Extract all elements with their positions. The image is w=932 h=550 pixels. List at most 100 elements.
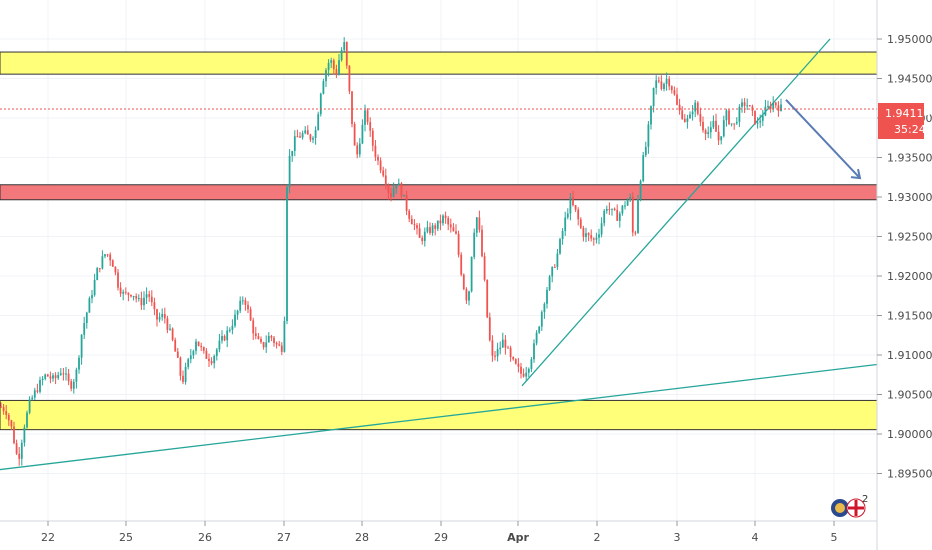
candle <box>192 349 195 359</box>
candle <box>59 368 62 376</box>
candle-body <box>504 339 507 348</box>
candle <box>598 228 600 245</box>
candle <box>730 123 733 127</box>
candle-body <box>91 295 93 299</box>
candle-body <box>629 197 632 201</box>
candle <box>496 342 499 362</box>
candle-body <box>540 312 543 327</box>
candle-body <box>772 102 775 109</box>
price-axis[interactable]: 1.950001.945001.940001.935001.930001.925… <box>877 33 932 481</box>
candle <box>143 291 145 310</box>
candle-body <box>184 366 187 382</box>
candle-body <box>647 124 650 147</box>
candle <box>218 333 221 353</box>
candle <box>694 99 697 118</box>
candle <box>7 412 10 426</box>
candle-body <box>696 102 699 114</box>
candle-body <box>340 50 343 61</box>
candle <box>135 293 138 303</box>
candle <box>392 182 395 198</box>
candle <box>403 194 405 197</box>
candle <box>569 193 572 221</box>
candle-body <box>423 231 426 242</box>
time-axis[interactable]: 22 25 26 27 28 29 Apr 2 3 4 5 <box>41 521 838 544</box>
candle-body <box>228 329 231 331</box>
candle <box>306 125 309 135</box>
candle-body <box>395 185 398 189</box>
candle-body <box>0 406 2 408</box>
candle <box>572 191 574 207</box>
candle <box>57 371 60 380</box>
candle-body <box>288 155 291 188</box>
candle <box>262 341 265 350</box>
candle-body <box>746 105 749 107</box>
candle <box>538 325 541 334</box>
candle <box>566 208 569 220</box>
candle-body <box>556 253 559 267</box>
candle-body <box>444 215 447 218</box>
candle <box>546 286 548 309</box>
candle-body <box>5 411 8 415</box>
y-tick-label: 1.93500 <box>887 152 932 165</box>
candle-body <box>691 111 694 115</box>
candle-body <box>673 90 676 95</box>
candle <box>608 202 611 215</box>
candle-body <box>330 60 333 63</box>
candle <box>127 292 130 302</box>
candle-body <box>309 134 312 140</box>
candle-body <box>722 120 725 137</box>
x-tick-label: 5 <box>831 531 838 544</box>
candle-body <box>743 102 746 106</box>
candle <box>23 424 26 447</box>
candle <box>343 37 346 52</box>
candle-body <box>135 296 138 299</box>
candle-body <box>317 114 320 131</box>
candle <box>158 312 161 323</box>
candle <box>117 269 119 291</box>
candle <box>720 136 723 145</box>
candle <box>39 376 41 394</box>
candle <box>660 75 663 91</box>
candle <box>184 362 187 385</box>
candle <box>468 290 470 306</box>
y-tick-label: 1.92500 <box>887 231 932 244</box>
x-tick-label: 3 <box>674 531 681 544</box>
candle-body <box>33 390 36 398</box>
candle-body <box>735 121 738 124</box>
candle-body <box>621 205 624 214</box>
candle <box>780 98 782 112</box>
candle <box>743 98 746 113</box>
candle-body <box>10 420 13 427</box>
candle <box>668 76 671 91</box>
candle <box>553 263 556 268</box>
candle-body <box>127 292 130 295</box>
candle-body <box>205 350 208 359</box>
candle <box>582 225 585 242</box>
candle-body <box>631 197 634 233</box>
candle-body <box>514 359 517 364</box>
candle-body <box>709 127 712 133</box>
candle <box>514 358 517 365</box>
candle <box>634 230 637 236</box>
candle-body <box>598 234 600 238</box>
candle-body <box>267 335 270 343</box>
candle <box>439 214 442 231</box>
candle-body <box>590 235 593 239</box>
candle <box>33 387 36 401</box>
candle-body <box>637 199 639 233</box>
candle-body <box>741 102 743 107</box>
candle-body <box>730 123 733 125</box>
candle-body <box>67 373 70 382</box>
candle-body <box>150 296 153 303</box>
candle <box>197 341 200 347</box>
candle-body <box>390 193 392 197</box>
candle-body <box>325 70 327 82</box>
candle-body <box>379 160 382 171</box>
candle <box>590 229 593 242</box>
candle <box>696 101 699 116</box>
candle <box>670 85 673 94</box>
candle-body <box>759 120 762 123</box>
flags-icon[interactable]: 2 <box>831 494 868 518</box>
candle <box>488 312 491 342</box>
candle-body <box>358 143 361 155</box>
